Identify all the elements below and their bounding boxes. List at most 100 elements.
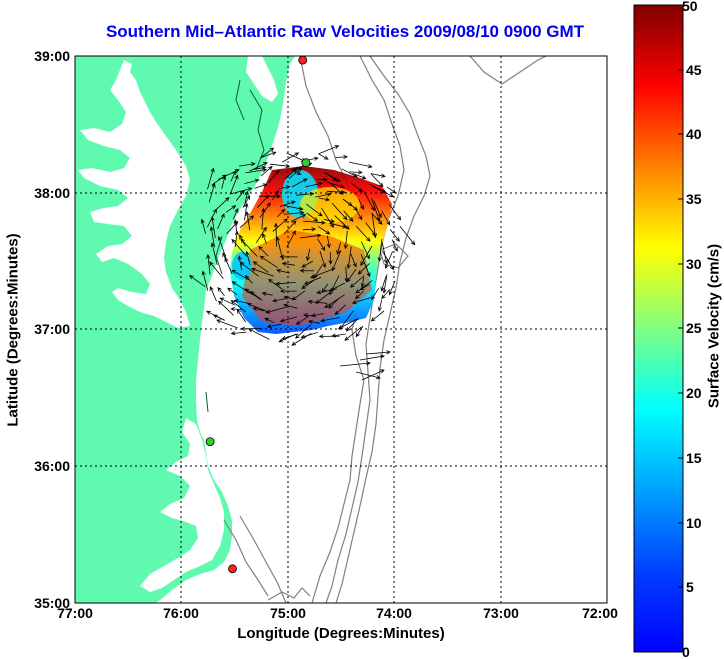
velocity-arrow (275, 281, 296, 286)
velocity-arrow (266, 323, 282, 329)
velocity-arrow (283, 303, 298, 309)
velocity-arrow (350, 182, 364, 193)
y-tick-label: 37:00 (34, 321, 70, 337)
velocity-arrow (350, 253, 357, 268)
velocity-arrow (245, 250, 251, 266)
velocity-arrow (230, 331, 247, 336)
velocity-arrow (260, 151, 277, 158)
velocity-arrow (320, 317, 340, 323)
axes-frame (74, 55, 608, 604)
velocity-arrow (319, 250, 326, 269)
velocity-arrow (321, 207, 334, 228)
velocity-arrow (240, 238, 258, 257)
velocity-arrow (291, 332, 312, 346)
velocity-arrow (252, 306, 265, 312)
station-marker (228, 564, 237, 574)
velocity-arrow (226, 221, 239, 235)
velocity-arrow (249, 162, 268, 172)
velocity-arrow (277, 208, 286, 218)
velocity-arrow (232, 208, 239, 220)
velocity-arrow (388, 280, 396, 296)
velocity-arrow (388, 204, 402, 221)
velocity-arrow (291, 178, 308, 188)
velocity-arrow (200, 218, 206, 234)
velocity-arrow (299, 268, 314, 273)
velocity-arrow (239, 215, 255, 229)
velocity-arrow (344, 199, 359, 211)
velocity-arrow (324, 294, 345, 309)
velocity-arrow (391, 239, 398, 252)
x-tick-label: 77:00 (57, 605, 93, 621)
velocity-arrow (302, 227, 317, 232)
y-tick-labels: 39:00 38:00 37:00 36:00 35:00 (34, 48, 70, 611)
velocity-arrow (318, 153, 329, 160)
station-marker (205, 437, 215, 447)
velocity-arrow (348, 161, 373, 169)
colorbar (633, 4, 684, 653)
velocity-arrow (371, 198, 381, 222)
velocity-arrow (306, 203, 323, 217)
velocity-arrow (217, 286, 225, 297)
velocity-arrow (231, 269, 249, 281)
velocity-arrow (206, 310, 225, 321)
velocity-arrow (258, 245, 269, 257)
velocity-arrow (305, 181, 324, 188)
velocity-arrow (329, 222, 348, 229)
x-tick-label: 75:00 (270, 605, 306, 621)
velocity-arrow (335, 154, 349, 160)
velocity-arrow (349, 170, 363, 175)
station-marker (298, 56, 308, 65)
velocity-arrow (260, 147, 275, 159)
grid-lines (75, 56, 607, 603)
velocity-arrow (303, 313, 315, 318)
velocity-arrow (207, 167, 215, 190)
velocity-arrow (299, 233, 322, 239)
velocity-arrow (361, 369, 385, 381)
velocity-arrow (317, 226, 331, 235)
map-title: Southern Mid–Atlantic Raw Velocities 200… (105, 22, 585, 41)
velocity-arrow (209, 286, 217, 302)
velocity-arrow (307, 299, 328, 304)
velocity-arrow (334, 304, 346, 316)
station-markers (205, 56, 311, 574)
velocity-arrow (350, 276, 363, 288)
velocity-arrow (215, 196, 230, 211)
velocity-arrow (355, 225, 371, 242)
velocity-arrow (272, 190, 279, 201)
velocity-arrow (259, 255, 278, 269)
x-tick-label: 74:00 (376, 605, 412, 621)
velocity-arrow (283, 295, 297, 301)
velocity-arrow (371, 287, 380, 301)
velocity-arrow (373, 200, 382, 218)
velocity-arrow (326, 235, 331, 249)
velocity-arrow (324, 172, 341, 182)
velocity-arrow (259, 202, 271, 218)
velocity-arrow (339, 361, 371, 367)
velocity-arrow (316, 288, 337, 295)
velocity-arrow (355, 371, 381, 380)
velocity-arrow (218, 300, 234, 316)
colorbar-tick-label: 45 (686, 62, 702, 78)
velocity-arrow (250, 267, 275, 277)
y-axis-label: Latitude (Degrees:Minutes) (4, 233, 22, 427)
velocity-arrow (381, 242, 388, 265)
velocity-arrow (245, 211, 251, 231)
velocity-arrow (360, 241, 370, 260)
velocity-arrow (326, 181, 345, 189)
velocity-arrow (283, 210, 305, 215)
velocity-arrow (237, 255, 242, 271)
velocity-arrow (249, 291, 263, 301)
velocity-arrow (201, 270, 209, 291)
velocity-arrow (310, 269, 332, 279)
velocity-arrow (381, 288, 391, 300)
y-tick-label: 38:00 (34, 185, 70, 201)
velocity-arrow (291, 169, 302, 175)
velocity-arrow (230, 300, 247, 313)
velocity-arrow (267, 278, 283, 290)
velocity-arrow (355, 290, 364, 300)
velocity-arrow (283, 205, 304, 211)
velocity-arrow (358, 198, 364, 210)
velocity-arrow (231, 238, 248, 257)
velocity-arrow (307, 319, 321, 324)
colorbar-tick-label: 10 (686, 515, 702, 531)
